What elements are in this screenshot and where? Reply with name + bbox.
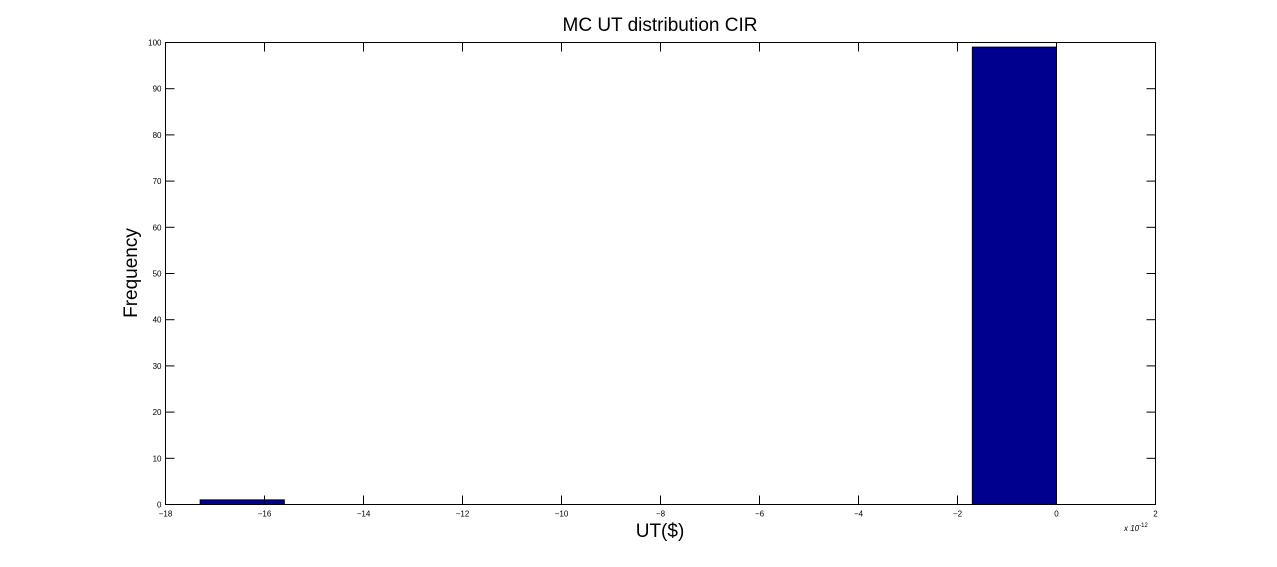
y-tick-label: 50 (153, 270, 162, 279)
x-tick-label: −16 (258, 510, 272, 519)
x-axis-multiplier-exponent: -12 (1139, 523, 1148, 529)
x-tick-label: −10 (555, 510, 569, 519)
y-tick-label: 40 (153, 316, 162, 325)
x-tick-label: −8 (656, 510, 666, 519)
ticks-layer: −18 −16 −14 −12 −10 −8 −6 −4 −2 0 2010203040506070… (148, 39, 1158, 519)
x-tick-label: −18 (159, 510, 173, 519)
x-tick-label: 2 (1153, 510, 1158, 519)
y-tick-label: 60 (153, 223, 162, 232)
y-tick-label: 100 (148, 39, 162, 48)
chart-title: MC UT distribution CIR (563, 15, 758, 36)
x-axis-multiplier: x 10-12 (1123, 523, 1148, 533)
histogram-bar-0 (199, 499, 285, 506)
y-tick-label: 20 (153, 408, 162, 417)
y-tick-label: 30 (153, 362, 162, 371)
plot-frame (165, 42, 1156, 505)
histogram-bar-1 (971, 46, 1057, 506)
x-axis-multiplier-base: x 10 (1123, 524, 1140, 533)
y-tick-label: 10 (153, 454, 162, 463)
x-tick-label: −2 (953, 510, 963, 519)
y-axis-title: Frequency (121, 228, 142, 318)
x-tick-label: −6 (755, 510, 765, 519)
x-tick-label: 0 (1054, 510, 1059, 519)
x-tick-label: −14 (357, 510, 371, 519)
y-tick-label: 0 (157, 501, 162, 510)
y-tick-label: 80 (153, 131, 162, 140)
x-axis-title: UT($) (636, 521, 685, 542)
y-tick-label: 70 (153, 177, 162, 186)
x-tick-label: −4 (854, 510, 864, 519)
x-tick-label: −12 (456, 510, 470, 519)
y-tick-label: 90 (153, 85, 162, 94)
bars-layer (199, 46, 1057, 506)
